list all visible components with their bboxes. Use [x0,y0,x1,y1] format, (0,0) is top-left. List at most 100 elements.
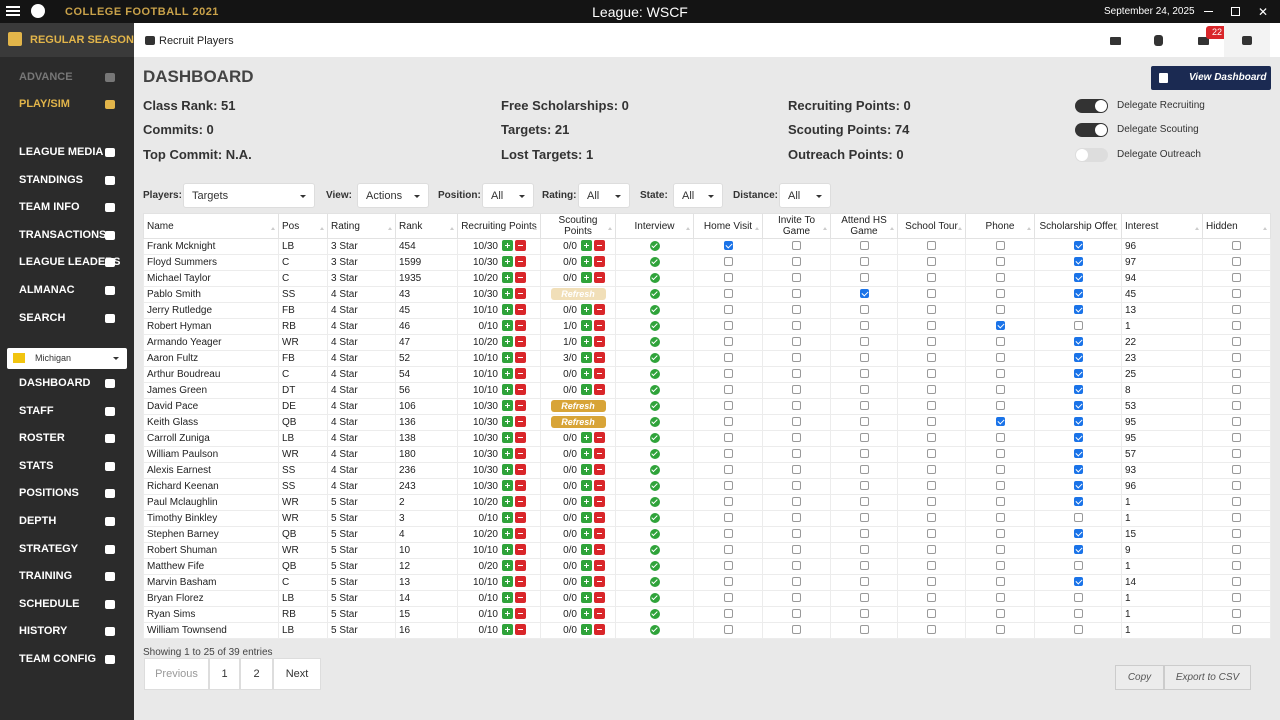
column-header[interactable]: Phone [965,213,1035,239]
checkbox[interactable] [723,369,733,379]
checkbox[interactable] [995,497,1005,507]
minus-button[interactable] [515,560,526,572]
checkbox[interactable] [723,433,733,443]
checkbox[interactable] [792,369,801,379]
plus-button[interactable] [502,512,513,524]
minimize[interactable] [1204,11,1213,12]
checkbox[interactable] [927,417,936,427]
nav-item[interactable]: LEAGUE MEDIA [19,146,104,158]
plus-button[interactable] [502,624,513,636]
checkbox[interactable] [995,433,1005,443]
minus-button[interactable] [515,544,526,556]
page-button[interactable]: 1 [209,658,240,690]
checkbox[interactable] [723,497,733,507]
checkbox[interactable] [723,385,733,395]
column-header[interactable]: Interest [1121,213,1203,239]
column-header[interactable]: Hidden [1202,213,1271,239]
checkbox[interactable] [995,481,1005,491]
checkbox[interactable] [1232,529,1241,539]
checkbox[interactable] [792,417,801,427]
checkbox[interactable] [927,625,936,635]
plus-button[interactable] [502,576,513,588]
plus-button[interactable] [581,464,592,476]
checkbox[interactable] [792,401,801,411]
checkbox[interactable] [1073,513,1083,523]
checkbox[interactable] [723,337,733,347]
toggle[interactable] [1075,99,1108,113]
column-header[interactable]: Invite To Game [762,213,831,239]
plus-button[interactable] [581,496,592,508]
plus-button[interactable] [502,608,513,620]
minus-button[interactable] [515,592,526,604]
plus-button[interactable] [502,416,513,428]
minus-button[interactable] [594,464,605,476]
minus-button[interactable] [594,320,605,332]
checkbox[interactable] [792,545,801,555]
checkbox[interactable] [1073,545,1083,555]
checkbox[interactable] [927,513,936,523]
plus-button[interactable] [502,496,513,508]
checkbox[interactable] [723,577,733,587]
nav-item[interactable]: TEAM CONFIG [19,653,96,665]
column-header[interactable]: Attend HS Game [830,213,898,239]
filter-select[interactable]: Targets [183,183,315,208]
plus-button[interactable] [502,352,513,364]
checkbox[interactable] [859,545,869,555]
plus-button[interactable] [502,464,513,476]
plus-button[interactable] [502,448,513,460]
checkbox[interactable] [792,353,801,363]
minus-button[interactable] [515,448,526,460]
plus-button[interactable] [502,400,513,412]
checkbox[interactable] [723,273,733,283]
plus-button[interactable] [581,576,592,588]
export-button[interactable]: Copy [1115,665,1164,690]
checkbox[interactable] [927,593,936,603]
plus-button[interactable] [502,560,513,572]
minus-button[interactable] [594,304,605,316]
nav-item[interactable]: TRAINING [19,570,73,583]
checkbox[interactable] [1073,593,1083,603]
checkbox[interactable] [927,241,936,251]
minus-button[interactable] [594,528,605,540]
toggle[interactable] [1075,148,1108,162]
checkbox[interactable] [792,321,801,331]
plus-button[interactable] [502,384,513,396]
nav-item[interactable]: TRANSACTIONS [19,228,107,241]
checkbox[interactable] [1232,321,1241,331]
column-header[interactable]: Name [143,213,279,239]
checkbox[interactable] [792,577,801,587]
checkbox[interactable] [792,257,801,267]
plus-button[interactable] [502,592,513,604]
export-button[interactable]: Export to CSV [1164,665,1251,690]
checkbox[interactable] [723,609,733,619]
plus-button[interactable] [581,448,592,460]
minus-button[interactable] [594,560,605,572]
minus-button[interactable] [515,496,526,508]
checkbox[interactable] [927,465,936,475]
minus-button[interactable] [594,256,605,268]
checkbox[interactable] [723,353,733,363]
checkbox[interactable] [1232,433,1241,443]
checkbox[interactable] [1232,465,1241,475]
minus-button[interactable] [594,432,605,444]
column-header[interactable]: Interview [615,213,694,239]
checkbox[interactable] [792,241,801,251]
checkbox[interactable] [1232,513,1241,523]
minus-button[interactable] [515,272,526,284]
plus-button[interactable] [502,336,513,348]
column-header[interactable]: Rating [327,213,396,239]
filter-select[interactable]: All [779,183,831,208]
plus-button[interactable] [502,368,513,380]
checkbox[interactable] [1073,385,1083,395]
checkbox[interactable] [723,257,733,267]
nav-item[interactable]: STANDINGS [19,173,83,186]
minus-button[interactable] [515,320,526,332]
database-icon[interactable] [1154,35,1163,46]
checkbox[interactable] [1073,465,1083,475]
checkbox[interactable] [1073,609,1083,619]
plus-button[interactable] [581,336,592,348]
checkbox[interactable] [1232,609,1241,619]
checkbox[interactable] [859,609,869,619]
nav-item[interactable]: PLAY/SIM [19,98,70,110]
checkbox[interactable] [792,609,801,619]
